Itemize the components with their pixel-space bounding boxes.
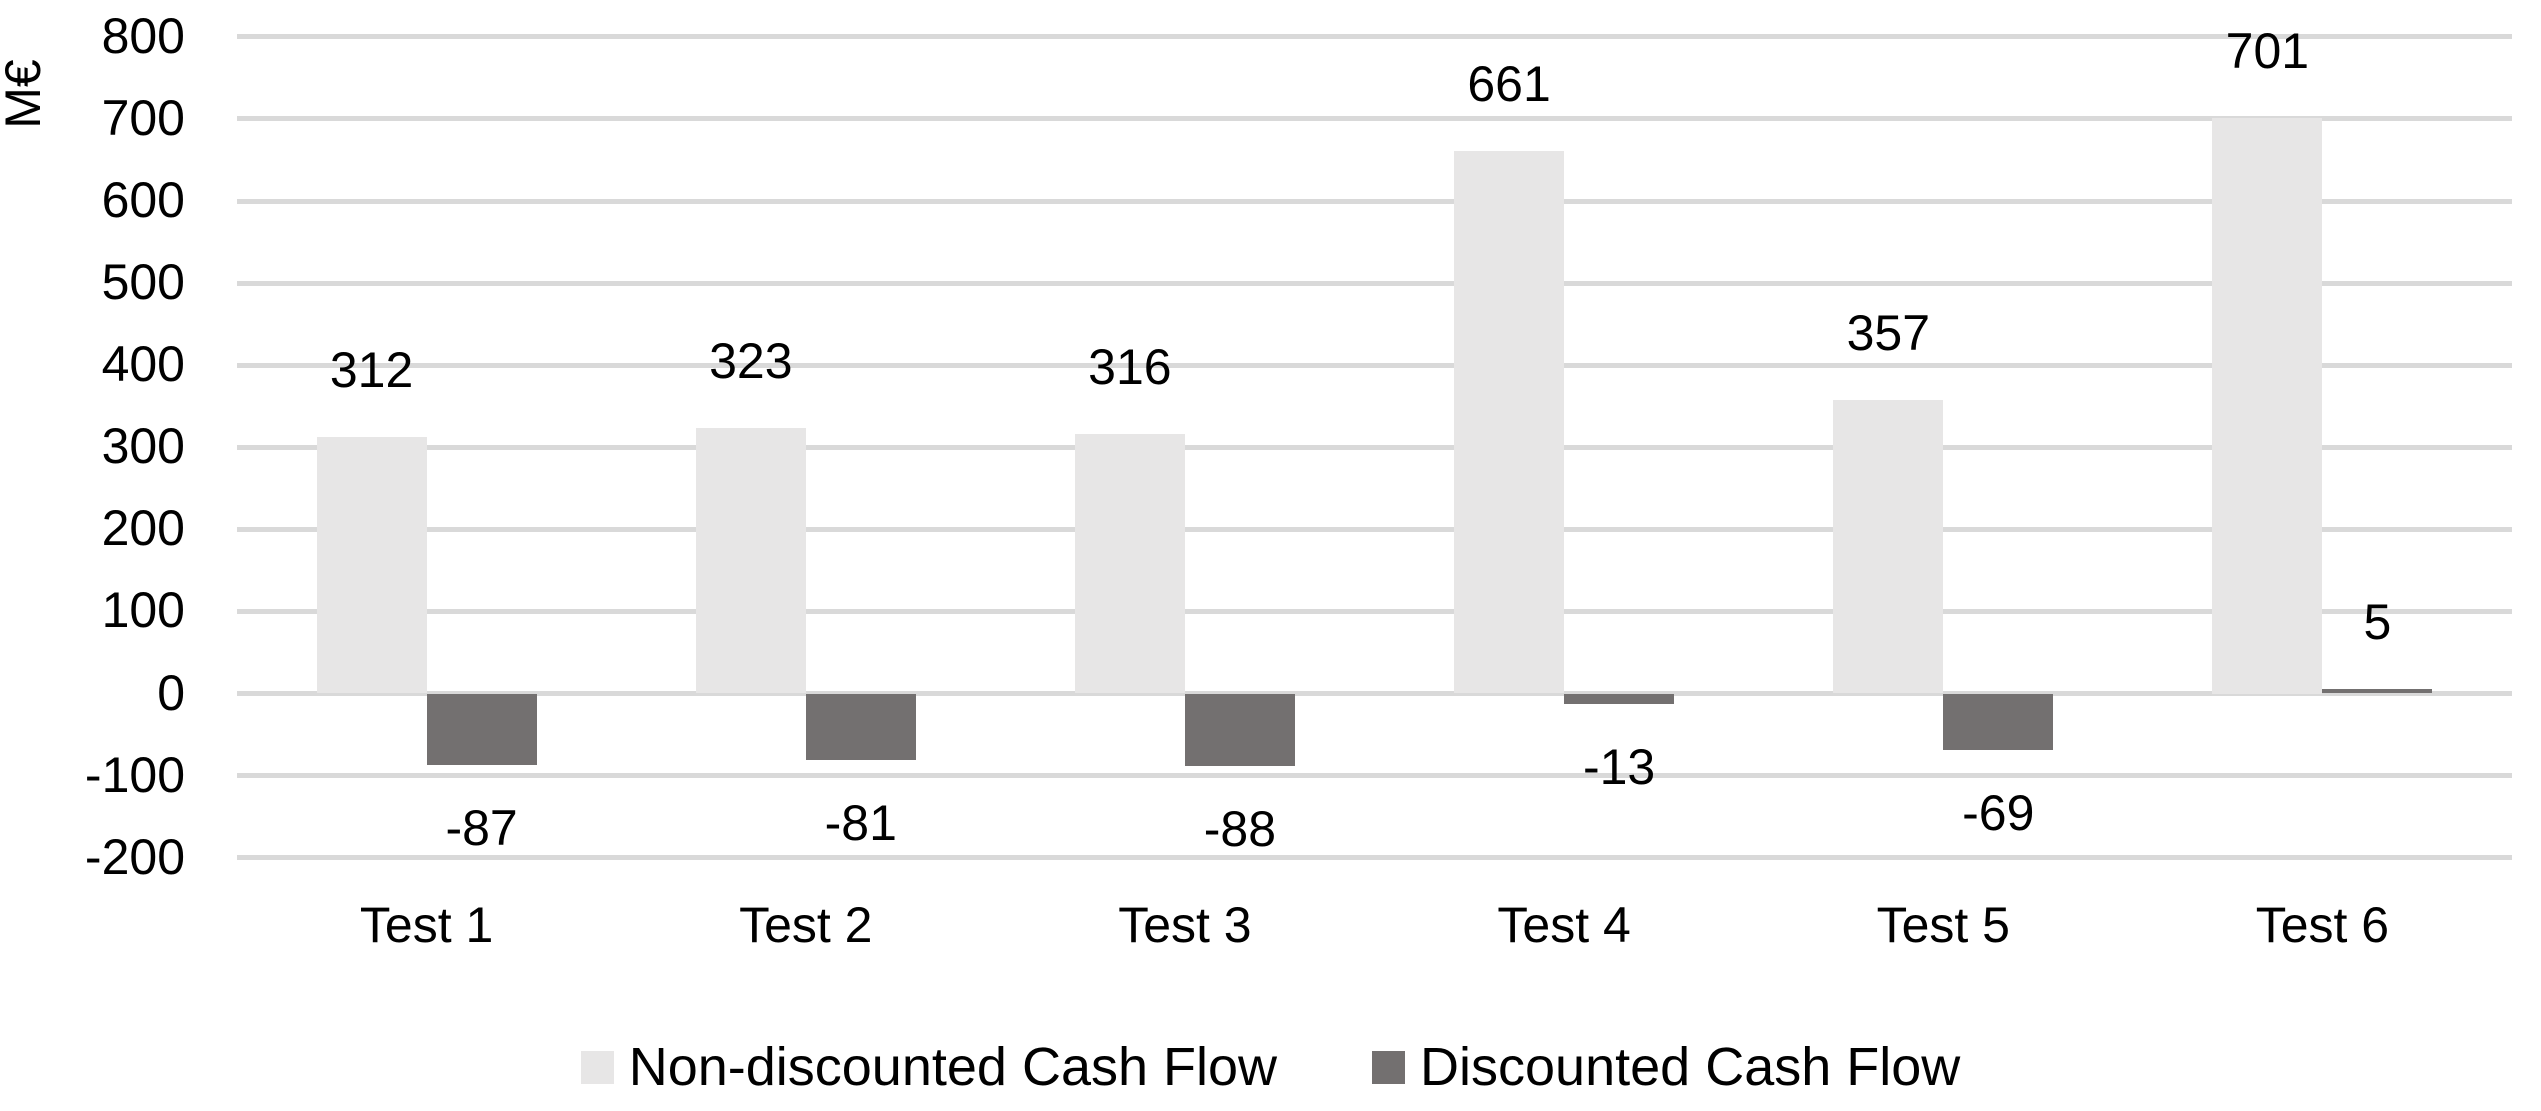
- value-label: -69: [1962, 785, 2035, 842]
- bar-non-discounted: [2212, 118, 2323, 694]
- bar-non-discounted: [1454, 150, 1565, 694]
- legend-label-non-discounted: Non-discounted Cash Flow: [628, 1037, 1278, 1097]
- y-tick-label: 0: [157, 664, 185, 721]
- value-label: 323: [709, 333, 793, 390]
- gridline: [237, 855, 2512, 861]
- bar-discounted: [1184, 693, 1295, 766]
- gridline: [237, 362, 2512, 368]
- legend-label-discounted: Discounted Cash Flow: [1420, 1037, 1961, 1097]
- y-tick-label: 700: [101, 89, 185, 146]
- value-label: -88: [1203, 800, 1277, 857]
- gridline: [237, 280, 2512, 286]
- y-tick-label: 600: [101, 172, 185, 228]
- y-tick-label: 500: [101, 254, 185, 311]
- gridline: [237, 691, 2512, 696]
- value-label: -13: [1582, 739, 1656, 796]
- gridline: [237, 444, 2512, 450]
- y-tick-label: 100: [101, 582, 185, 639]
- value-label: 312: [329, 342, 414, 399]
- gridline: [237, 773, 2512, 779]
- gridline: [237, 34, 2512, 40]
- bar-non-discounted: [316, 437, 427, 694]
- value-label: -87: [445, 799, 518, 856]
- value-label: -81: [824, 795, 897, 851]
- gridline: [237, 198, 2512, 204]
- y-tick-label: 800: [101, 7, 185, 64]
- x-category-label: Test 3: [1118, 897, 1252, 953]
- value-label: 661: [1467, 55, 1551, 112]
- value-label: 5: [2363, 594, 2392, 651]
- y-tick-label: 400: [101, 336, 185, 393]
- y-tick-label: -100: [84, 746, 185, 803]
- value-label: 316: [1088, 339, 1172, 396]
- bar-discounted: [1564, 693, 1675, 705]
- x-category-label: Test 4: [1497, 897, 1631, 953]
- gridline: [237, 608, 2512, 614]
- y-tick-label: -200: [84, 828, 185, 885]
- value-label: 357: [1846, 305, 1931, 362]
- legend-item-discounted: Discounted Cash Flow: [1372, 1038, 1960, 1096]
- bar-non-discounted: [1074, 434, 1185, 694]
- y-tick-label: 300: [101, 418, 185, 475]
- y-tick-label: 200: [101, 500, 185, 557]
- bar-non-discounted: [695, 428, 806, 694]
- x-category-label: Test 2: [739, 897, 873, 953]
- legend-item-non-discounted: Non-discounted Cash Flow: [580, 1037, 1278, 1097]
- legend-swatch-non-discounted: [580, 1050, 614, 1084]
- value-label: 701: [2225, 23, 2310, 79]
- bar-non-discounted: [1833, 400, 1944, 694]
- x-category-label: Test 6: [2255, 897, 2390, 953]
- legend: Non-discounted Cash Flow Discounted Cash…: [0, 1038, 2541, 1096]
- bar-discounted: [2322, 689, 2433, 694]
- gridline: [237, 116, 2512, 122]
- gridline: [237, 526, 2512, 532]
- legend-swatch-discounted: [1372, 1050, 1406, 1084]
- bar-discounted: [805, 693, 916, 760]
- x-category-label: Test 1: [359, 897, 494, 953]
- x-category-label: Test 5: [1876, 897, 2010, 953]
- bar-discounted: [1943, 693, 2054, 751]
- bar-discounted: [426, 693, 537, 765]
